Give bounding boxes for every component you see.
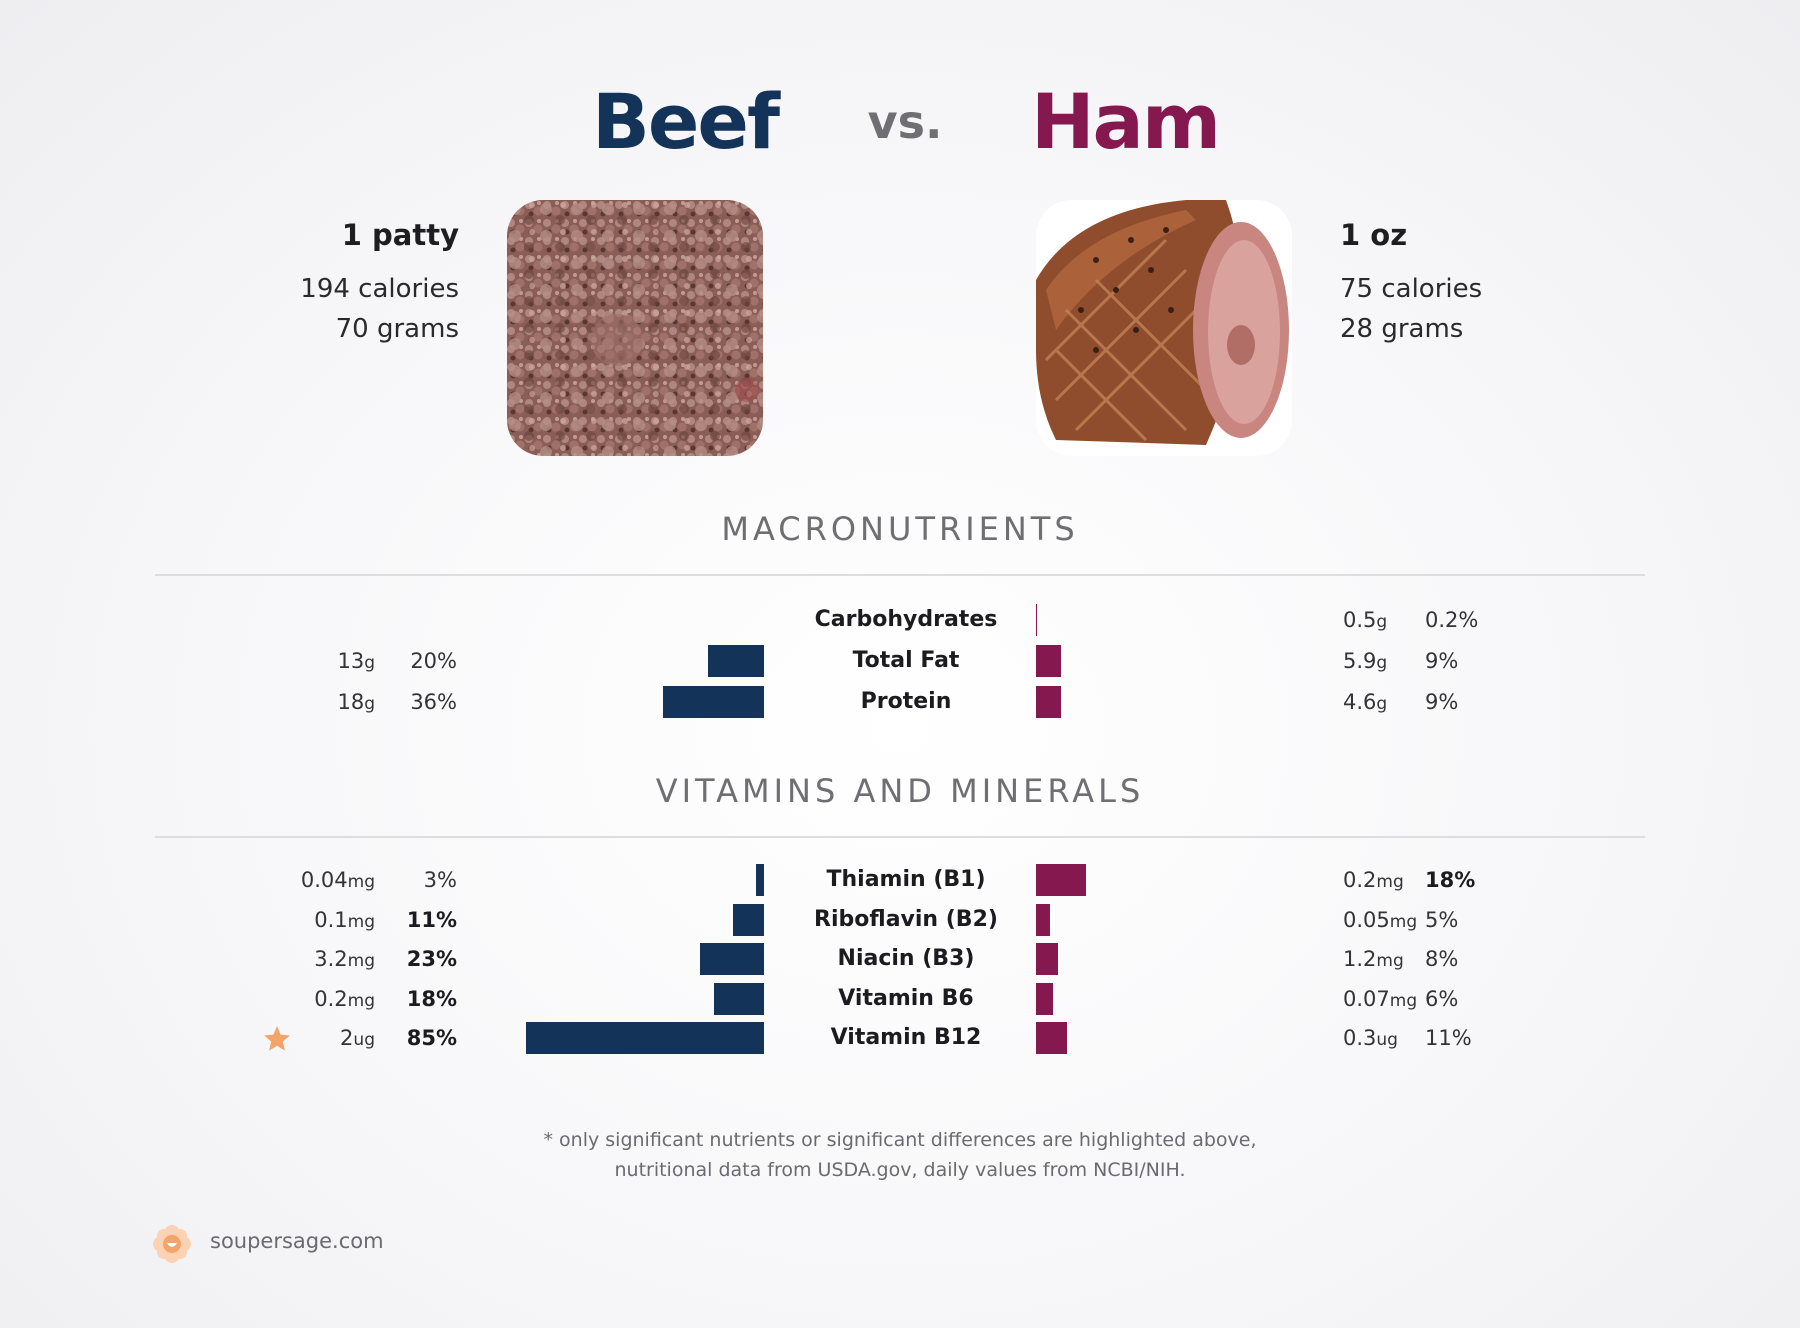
beef-amount: 2ug — [340, 1026, 375, 1050]
beef-bar — [699, 943, 764, 975]
ham-dv-percent: 11% — [1425, 1026, 1472, 1050]
beef-amount: 13g — [337, 649, 375, 673]
ham-amount: 1.2mg — [1343, 947, 1404, 971]
beef-bar — [708, 645, 764, 677]
ham-dv-percent: 9% — [1425, 649, 1459, 673]
ham-dv-percent: 6% — [1425, 986, 1459, 1011]
beef-dv-percent: 3% — [423, 868, 457, 892]
ham-amount: 0.2mg — [1343, 868, 1404, 892]
left-food-title: Beef — [591, 77, 780, 166]
ham-dv-percent: 8% — [1425, 947, 1459, 971]
beef-bar — [755, 864, 764, 896]
category-label-thiamin-b1: Thiamin (B1) — [826, 867, 986, 892]
ham-amount: 0.5g — [1343, 608, 1388, 632]
ham-amount: 0.05mg — [1343, 907, 1418, 932]
beef-amount: 3.2mg — [314, 947, 375, 971]
beef-texture — [507, 200, 763, 456]
left-grams: 70 grams — [335, 314, 459, 344]
beef-dv-percent: 23% — [406, 947, 457, 971]
category-label-total-fat: Total Fat — [852, 648, 960, 673]
category-label-carbohydrates: Carbohydrates — [814, 607, 998, 632]
ham-bar — [1036, 686, 1062, 718]
ham-amount: 4.6g — [1343, 690, 1388, 714]
beef-amount: 18g — [337, 690, 375, 714]
right-calories: 75 calories — [1340, 274, 1483, 304]
macros-divider — [155, 574, 1645, 576]
ham-bar — [1036, 604, 1037, 636]
right-grams: 28 grams — [1340, 314, 1464, 344]
beef-dv-percent: 18% — [406, 986, 457, 1011]
ham-dv-percent: 0.2% — [1425, 608, 1479, 632]
category-label-vitamin-b12: Vitamin B12 — [830, 1025, 982, 1050]
beef-amount: 0.1mg — [314, 907, 375, 932]
ham-dv-percent: 5% — [1425, 907, 1459, 932]
ham-bar — [1036, 982, 1053, 1015]
ham-bar — [1036, 903, 1050, 936]
ham-bar — [1036, 943, 1059, 975]
category-label-riboflavin-b2: Riboflavin (B2) — [814, 906, 998, 932]
ham-bar — [1036, 645, 1062, 677]
brand-link[interactable]: soupersage.com — [210, 1229, 384, 1253]
beef-dv-percent: 85% — [406, 1026, 457, 1050]
beef-amount: 0.2mg — [314, 986, 375, 1011]
ham-bar — [1036, 1022, 1067, 1054]
beef-photo — [507, 200, 763, 456]
left-serving: 1 patty — [341, 218, 459, 252]
beef-dv-percent: 11% — [406, 907, 457, 932]
beef-dv-percent: 20% — [410, 649, 457, 673]
ham-drawing — [1036, 200, 1289, 445]
ham-dv-percent: 18% — [1425, 868, 1476, 892]
beef-amount: 0.04mg — [300, 868, 375, 892]
footnote-line-1: * only significant nutrients or signific… — [543, 1129, 1257, 1151]
vs-label: vs. — [867, 95, 943, 149]
beef-dv-percent: 36% — [410, 690, 457, 714]
ham-amount: 5.9g — [1343, 649, 1388, 673]
left-calories: 194 calories — [300, 274, 459, 304]
right-food-title: Ham — [1030, 77, 1221, 166]
star-icon — [263, 1025, 291, 1053]
category-label-vitamin-b6: Vitamin B6 — [838, 985, 974, 1011]
beef-bar — [663, 686, 764, 718]
ham-amount: 0.07mg — [1343, 986, 1418, 1011]
ham-bar — [1036, 864, 1087, 896]
flower-icon[interactable] — [152, 1224, 192, 1264]
beef-bar — [733, 903, 764, 936]
macros-section-title: MACRONUTRIENTS — [721, 510, 1079, 548]
category-label-protein: Protein — [860, 689, 952, 714]
vitamins-section-title: VITAMINS AND MINERALS — [655, 772, 1145, 810]
beef-bar — [713, 982, 764, 1015]
category-label-niacin-b3: Niacin (B3) — [837, 946, 975, 971]
ham-amount: 0.3ug — [1343, 1026, 1398, 1050]
beef-bar — [526, 1022, 764, 1054]
right-serving: 1 oz — [1340, 218, 1408, 252]
ham-dv-percent: 9% — [1425, 690, 1459, 714]
footnote-line-2: nutritional data from USDA.gov, daily va… — [614, 1159, 1186, 1181]
vitamins-divider — [155, 836, 1645, 838]
ham-photo — [1036, 200, 1292, 456]
